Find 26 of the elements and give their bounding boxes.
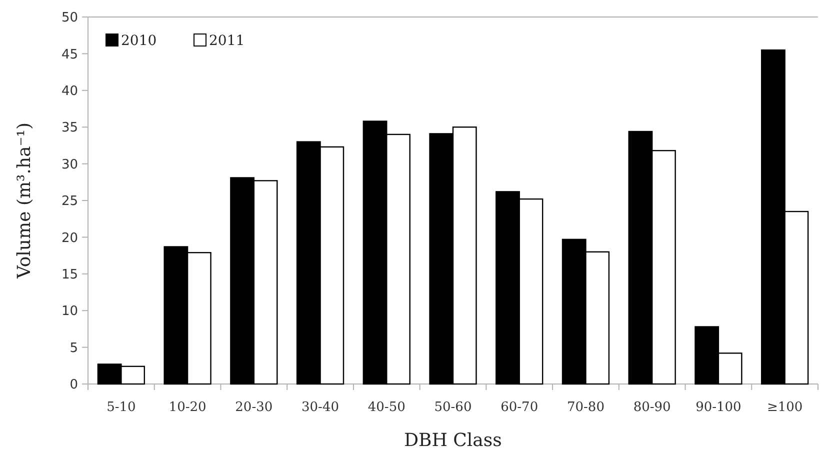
y-tick-label: 30 <box>61 157 78 172</box>
legend-label: 2010 <box>121 33 157 49</box>
y-tick-label: 15 <box>61 267 78 282</box>
y-tick-label: 45 <box>61 47 78 62</box>
x-tick-label: 40-50 <box>368 400 406 415</box>
x-tick-label: 50-60 <box>434 400 472 415</box>
x-tick-label: 60-70 <box>500 400 538 415</box>
y-tick-label: 20 <box>61 230 78 246</box>
legend-label: 2011 <box>209 33 245 49</box>
x-tick-label: 30-40 <box>302 400 340 415</box>
x-tick-label: 70-80 <box>566 400 604 415</box>
x-tick-label: 10-20 <box>168 400 206 415</box>
x-tick-label: ≥100 <box>766 400 803 415</box>
x-tick-label: 5-10 <box>106 400 136 415</box>
y-tick-label: 25 <box>61 194 78 210</box>
x-tick-label: 90-100 <box>696 400 742 415</box>
y-tick-label: 10 <box>61 304 78 320</box>
y-tick-label: 5 <box>70 340 78 356</box>
x-tick-label: 20-30 <box>235 400 273 415</box>
x-axis-title: DBH Class <box>404 430 502 451</box>
x-tick-label: 80-90 <box>633 400 671 415</box>
y-axis-title: Volume (m³.ha⁻¹) <box>14 122 35 280</box>
y-tick-label: 40 <box>61 84 78 99</box>
y-tick-label: 0 <box>70 378 78 393</box>
y-tick-label: 50 <box>61 10 78 26</box>
y-tick-label: 35 <box>61 120 78 136</box>
